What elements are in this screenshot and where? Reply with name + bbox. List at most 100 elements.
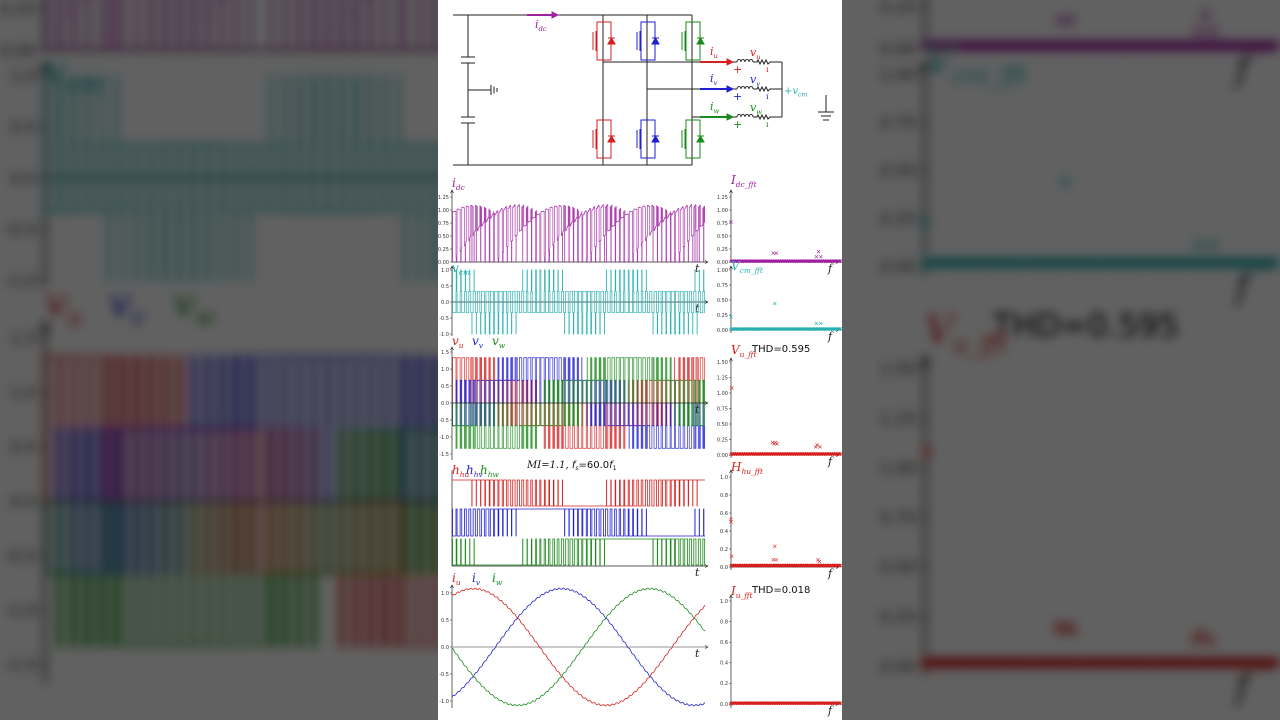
y-tick-label: -1.0 — [439, 435, 449, 441]
phase-current-plot: t -1.0 -0.5 0.0 0.5 1.0iu iv iw — [439, 571, 709, 708]
y-axis-arrow-icon — [729, 189, 733, 194]
idc-series-line — [451, 204, 706, 263]
iu-series-line — [451, 587, 706, 707]
y-tick-label: 0.6 — [720, 640, 728, 646]
y-tick-label: 0.50 — [438, 234, 449, 240]
right-zoomed-background — [842, 0, 1280, 720]
minus-sign: ı — [766, 65, 769, 74]
fft-point-marker — [814, 321, 819, 326]
y-tick-label: 0.25 — [717, 247, 728, 253]
hw-series-line — [452, 538, 706, 566]
y-tick-label: 1.00 — [717, 208, 728, 214]
y-tick-label: -1.0 — [439, 699, 449, 705]
inverter-circuit-diagram: iu vu + ı iv vv + ı iw vw + ı idc +vcm — [453, 11, 834, 166]
legend-vv: vv — [472, 334, 484, 350]
x-axis-label: t — [695, 262, 700, 275]
legend-hv: hhv — [466, 463, 484, 479]
label-iu: iu — [710, 45, 718, 60]
vu_fft-plot: f 0.00 0.25 0.50 0.75 1.00 1.25 1.50Vu_fftTHD=0… — [717, 343, 843, 468]
vcm_fft-plot: f 0.00 0.25 0.50 0.75 1.00 Vcm_fft — [717, 259, 843, 343]
fft-point-marker — [817, 559, 822, 564]
y-tick-label: 0.50 — [717, 422, 728, 428]
x-axis-arrow-icon — [704, 401, 709, 405]
label-iw: iw — [710, 100, 720, 115]
hhu_fft-plot-title: Hhu_fft — [730, 460, 763, 476]
y-tick-label: 1.25 — [717, 375, 728, 381]
y-tick-label: 1.0 — [441, 367, 449, 373]
y-axis-arrow-icon — [729, 594, 733, 599]
y-tick-label: 0.6 — [720, 511, 728, 517]
y-tick-label: 1.0 — [720, 599, 728, 605]
y-tick-label: -0.5 — [439, 672, 449, 678]
fft-point-marker — [729, 386, 734, 390]
fft-point-marker — [818, 445, 822, 449]
igbt-with-diode-icon — [592, 119, 616, 159]
y-axis-arrow-icon — [450, 584, 454, 589]
igbt-with-diode-icon — [592, 21, 616, 61]
y-tick-label: 1.5 — [441, 350, 449, 356]
y-tick-label: 1.25 — [717, 195, 728, 201]
x-axis-label: t — [695, 647, 700, 660]
x-axis-arrow-icon — [704, 260, 709, 264]
x-axis-label: t — [695, 566, 700, 579]
x-axis-label: f — [827, 330, 834, 343]
x-axis-label: t — [695, 403, 700, 416]
label-vw: vw — [750, 101, 762, 116]
idc_fft-plot-title: Idc_fft — [730, 173, 757, 189]
plus-sign: + — [733, 63, 742, 76]
fft-point-marker — [818, 254, 823, 259]
y-tick-label: 1.00 — [717, 268, 728, 274]
fft-point-marker — [774, 557, 779, 562]
modulation-annotation: MI=1.1, fs=60.0f1 — [526, 460, 617, 472]
fft-point-marker — [771, 557, 776, 562]
fft-point-marker — [775, 442, 779, 446]
iv-series-line — [451, 587, 706, 707]
label-vu: vu — [750, 46, 761, 61]
fft-point-marker — [815, 443, 819, 447]
y-tick-label: 1.0 — [441, 591, 449, 597]
x-axis-arrow-icon — [704, 645, 709, 649]
label-vcm: +vcm — [784, 86, 807, 99]
vcm-series-line — [452, 269, 705, 335]
igbt-with-diode-icon — [636, 119, 660, 159]
x-axis-label: f — [827, 704, 834, 717]
plus-sign: + — [733, 90, 742, 103]
y-tick-label: 1.00 — [438, 208, 449, 214]
fft-point-marker — [772, 544, 777, 549]
vu_fft-plot-title: Vu_fft — [731, 343, 756, 359]
noise-floor-marker — [838, 259, 843, 263]
x-axis-arrow-icon — [704, 300, 709, 304]
label-idc: idc — [535, 18, 547, 33]
x-axis-label: t — [695, 302, 700, 315]
legend-vw: vw — [492, 334, 506, 350]
hu-series-line — [452, 479, 705, 507]
vcm-plot: t -1.0 -0.5 0.0 0.5 1.0 vcm — [439, 261, 709, 338]
vcm_fft-plot-title: Vcm_fft — [731, 259, 763, 275]
fft-point-marker — [729, 520, 733, 524]
fft-point-marker — [772, 301, 777, 306]
iw-series-line — [451, 587, 706, 707]
resistor-icon — [753, 113, 782, 121]
y-tick-label: 0.25 — [717, 313, 728, 319]
y-tick-label: 0.8 — [720, 619, 728, 625]
fft-point-marker — [818, 321, 823, 326]
legend-vu: vu — [452, 334, 464, 350]
x-axis-label: f — [827, 262, 834, 275]
plus-sign: + — [733, 118, 742, 131]
phase-voltage-plot: t -1.5 -1.0 -0.5 0.0 0.5 1.0 1.5vu vv vw — [439, 334, 709, 460]
legend-iu: iu — [452, 571, 461, 587]
y-tick-label: 0.0 — [720, 702, 728, 708]
y-tick-label: 0.25 — [717, 437, 728, 443]
thd-label: THD=0.018 — [751, 585, 810, 596]
vcm-plot-title: vcm — [452, 261, 470, 277]
noise-floor-marker — [838, 701, 843, 705]
y-tick-label: 1.50 — [717, 360, 728, 366]
y-tick-label: 0.75 — [717, 406, 728, 412]
fft-point-marker — [729, 702, 733, 706]
y-tick-label: 0.8 — [720, 493, 728, 499]
y-tick-label: 0.2 — [720, 681, 728, 687]
y-tick-label: 0.5 — [441, 618, 449, 624]
